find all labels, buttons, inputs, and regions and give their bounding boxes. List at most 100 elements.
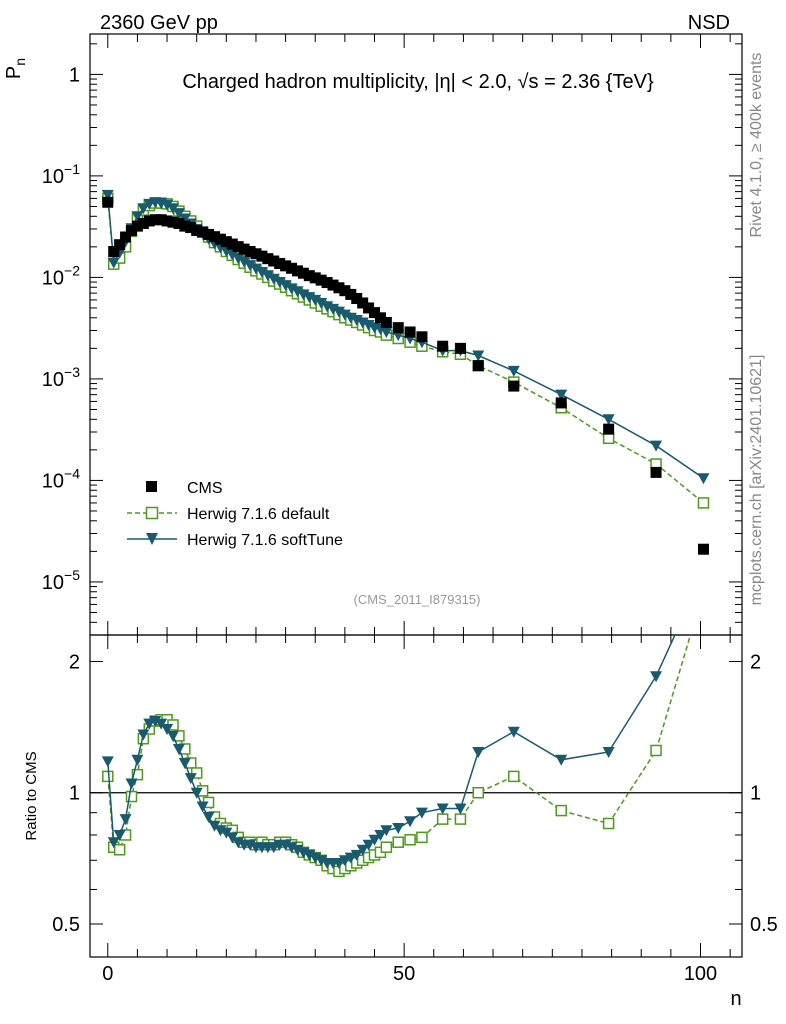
data-point-cms xyxy=(155,214,167,226)
main-title: Charged hadron multiplicity, |η| < 2.0, … xyxy=(182,71,654,93)
data-point-ratio-softtune xyxy=(101,756,114,768)
x-tick-label: 0 xyxy=(102,963,113,985)
data-point-ratio-default xyxy=(650,744,662,757)
data-point-ratio-softtune xyxy=(650,671,663,683)
main-y-tick-label: 10−5 xyxy=(42,567,80,594)
data-point-cms xyxy=(167,216,179,228)
data-point-cms xyxy=(357,297,369,309)
data-point-cms xyxy=(256,250,268,262)
data-point-ratio-softtune xyxy=(196,801,209,813)
data-point-cms xyxy=(102,196,114,208)
energy-label: 2360 GeV pp xyxy=(100,12,218,34)
data-point-cms xyxy=(291,265,303,277)
data-point-cms xyxy=(262,253,274,265)
data-point-cms xyxy=(161,215,173,227)
data-point-softtune xyxy=(555,389,568,401)
data-point-ratio-softtune xyxy=(161,724,174,736)
data-point-cms xyxy=(333,282,345,294)
legend: CMS Herwig 7.1.6 default Herwig 7.1.6 so… xyxy=(127,480,343,549)
data-point-ratio-softtune xyxy=(125,778,138,790)
data-point-cms xyxy=(114,239,126,251)
data-point-cms xyxy=(404,326,416,338)
data-point-cms xyxy=(303,270,315,282)
data-point-softtune xyxy=(303,292,316,304)
data-point-cms xyxy=(392,322,404,334)
data-point-ratio-default xyxy=(555,804,567,817)
data-point-ratio-softtune xyxy=(155,718,168,730)
data-point-softtune xyxy=(249,263,262,275)
data-point-cms xyxy=(297,267,309,279)
data-point-cms xyxy=(226,238,238,250)
data-point-softtune xyxy=(380,326,393,338)
data-point-softtune xyxy=(107,257,120,269)
main-y-tick-label: 10−4 xyxy=(42,465,80,492)
data-point-softtune xyxy=(267,273,280,285)
data-point-softtune xyxy=(101,189,114,201)
x-tick-label: 100 xyxy=(684,963,717,985)
side-rivet-label: Rivet 4.1.0, ≥ 400k events xyxy=(748,53,765,238)
data-point-cms xyxy=(137,217,149,229)
y-axis-label-sub: n xyxy=(12,58,28,66)
data-point-ratio-default xyxy=(380,841,393,853)
main-y-tick-label: 10−1 xyxy=(42,161,80,188)
data-point-ratio-softtune xyxy=(131,754,144,766)
data-point-softtune xyxy=(238,256,251,268)
data-point-cms xyxy=(220,236,232,248)
data-point-ratio-default xyxy=(416,831,428,844)
data-point-cms xyxy=(555,397,567,409)
data-point-cms xyxy=(508,380,520,392)
data-point-softtune xyxy=(332,306,345,318)
ratio-y-tick-label: 2 xyxy=(69,651,80,673)
analysis-id: (CMS_2011_I879315) xyxy=(354,592,481,607)
data-point-ratio-default xyxy=(125,790,138,803)
data-point-softtune xyxy=(261,270,274,282)
data-point-cms xyxy=(280,260,292,272)
data-point-ratio-softtune xyxy=(454,803,467,815)
legend-label-softtune: Herwig 7.1.6 softTune xyxy=(187,532,343,549)
ratio-y-tick-label-right: 2 xyxy=(750,651,761,673)
ratio-y-tick-label-right: 1 xyxy=(750,783,761,805)
data-point-cms xyxy=(244,245,256,257)
data-point-ratio-softtune xyxy=(697,567,709,578)
ratio-y-tick-label-right: 0.5 xyxy=(750,914,778,936)
data-point-cms xyxy=(214,233,226,245)
data-point-ratio-softtune xyxy=(362,839,375,851)
data-point-ratio-softtune xyxy=(555,754,568,766)
data-point-softtune xyxy=(137,203,150,215)
data-point-cms xyxy=(208,231,220,243)
data-point-cms xyxy=(149,214,161,226)
data-point-ratio-softtune xyxy=(472,746,485,758)
ratio-y-tick-label: 0.5 xyxy=(52,914,80,936)
data-point-softtune xyxy=(232,253,245,265)
data-point-ratio-softtune xyxy=(380,825,393,837)
data-point-ratio-default xyxy=(102,770,114,783)
data-point-softtune xyxy=(161,199,174,211)
data-point-cms xyxy=(179,220,191,232)
ratio-panel-frame xyxy=(89,634,743,958)
ratio-x-axis: 0 50 100 xyxy=(102,635,731,985)
data-point-ratio-default xyxy=(190,767,203,779)
data-point-default xyxy=(602,432,615,445)
process-label: NSD xyxy=(688,12,730,34)
data-point-ratio-default xyxy=(131,768,144,781)
side-mcplots-label: mcplots.cern.ch [arXiv:2401.10621] xyxy=(748,355,765,606)
main-y-axis: 1 10−1 10−2 10−3 10−4 10−5 xyxy=(42,43,742,636)
data-point-softtune xyxy=(309,294,322,306)
data-point-cms xyxy=(321,277,333,289)
x-tick-label: 50 xyxy=(393,963,415,985)
data-point-cms xyxy=(454,342,466,354)
data-point-default xyxy=(697,497,710,509)
data-point-ratio-softtune xyxy=(113,829,126,841)
data-point-softtune xyxy=(602,414,615,426)
data-point-ratio-default xyxy=(508,770,520,783)
data-point-ratio-softtune xyxy=(190,787,203,799)
data-point-cms xyxy=(472,360,484,372)
data-point-softtune xyxy=(273,277,286,289)
data-point-softtune xyxy=(327,303,340,315)
data-point-ratio-softtune xyxy=(415,807,428,819)
data-point-softtune xyxy=(650,440,663,452)
legend-marker-cms xyxy=(146,481,157,492)
data-point-cms xyxy=(603,423,615,435)
main-y-tick-label: 1 xyxy=(69,64,80,86)
